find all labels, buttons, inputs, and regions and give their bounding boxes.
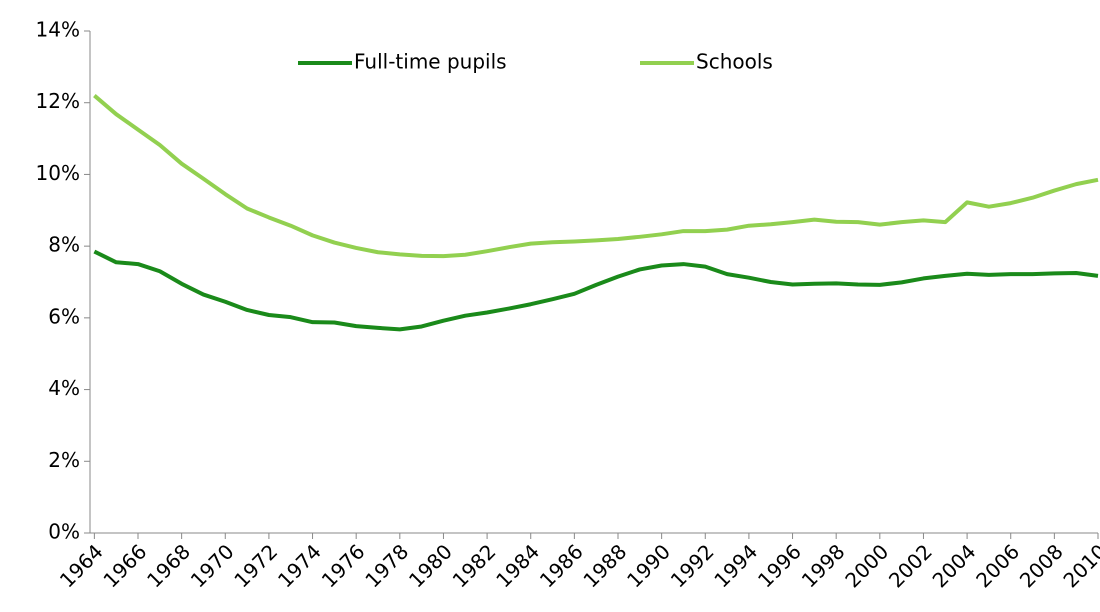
x-tick-label: 1964 (55, 539, 108, 592)
x-tick-label: 2004 (928, 539, 981, 592)
x-tick-label: 1974 (273, 539, 326, 592)
legend-label: Full-time pupils (354, 50, 507, 74)
y-tick-label: 12% (36, 89, 80, 113)
x-tick-label: 2010 (1058, 539, 1100, 592)
y-tick-label: 6% (48, 304, 80, 328)
y-tick-label: 2% (48, 448, 80, 472)
x-tick-label: 1992 (666, 539, 719, 592)
x-tick-label: 1996 (753, 539, 806, 592)
x-tick-label: 1970 (186, 539, 239, 592)
x-tick-label: 1966 (98, 539, 151, 592)
y-tick-label: 0% (48, 520, 80, 544)
x-tick-label: 1982 (448, 539, 501, 592)
x-tick-label: 1984 (491, 539, 544, 592)
x-tick-label: 2008 (1015, 539, 1068, 592)
y-tick-label: 4% (48, 376, 80, 400)
x-tick-label: 1972 (229, 539, 282, 592)
legend-label: Schools (696, 50, 773, 74)
x-tick-label: 1994 (709, 539, 762, 592)
x-tick-label: 1998 (797, 539, 850, 592)
x-tick-label: 1976 (317, 539, 370, 592)
x-tick-label: 2002 (884, 539, 937, 592)
y-tick-label: 14% (36, 18, 80, 42)
x-tick-label: 1980 (404, 539, 457, 592)
data-line (93, 249, 1099, 332)
x-tick-label: 1990 (622, 539, 675, 592)
y-tick-label: 10% (36, 161, 80, 185)
x-tick-label: 2006 (971, 539, 1024, 592)
y-tick-label: 8% (48, 233, 80, 257)
x-tick-label: 1988 (578, 539, 631, 592)
x-tick-label: 1986 (535, 539, 588, 592)
data-line (93, 94, 1099, 259)
x-tick-label: 2000 (840, 539, 893, 592)
x-tick-label: 1968 (142, 539, 195, 592)
x-tick-label: 1978 (360, 539, 413, 592)
